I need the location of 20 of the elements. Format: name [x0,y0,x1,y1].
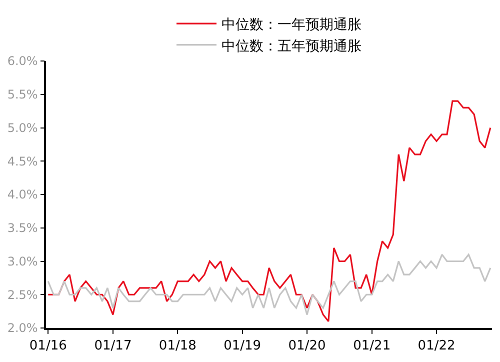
x-tick-label: 01/19 [224,338,262,354]
line-series [47,100,492,322]
x-tick-label: 01/17 [94,338,132,354]
y-tick-label: 4.5% [7,154,38,168]
x-tick-label: 01/18 [158,338,196,354]
y-tick-label: 5.0% [7,120,38,135]
x-tick-label: 01/16 [29,338,67,354]
legend-label: 中位数：一年预期通胀 [222,17,362,34]
y-tick-label: 2.5% [7,288,38,302]
y-tick-label: 2.0% [7,321,38,336]
x-tick-label: 01/20 [288,338,326,354]
y-tick-label: 3.5% [7,221,38,236]
y-tick-label: 6.0% [7,54,38,68]
line-series [47,254,492,316]
legend-label: 中位数：五年预期通胀 [222,38,362,54]
y-tick-label: 5.5% [7,88,38,102]
x-tick-label: 01/22 [418,338,456,354]
y-tick-label: 3.0% [7,254,38,268]
x-tick-label: 01/21 [353,338,391,354]
y-tick-label: 4.0% [7,188,38,202]
